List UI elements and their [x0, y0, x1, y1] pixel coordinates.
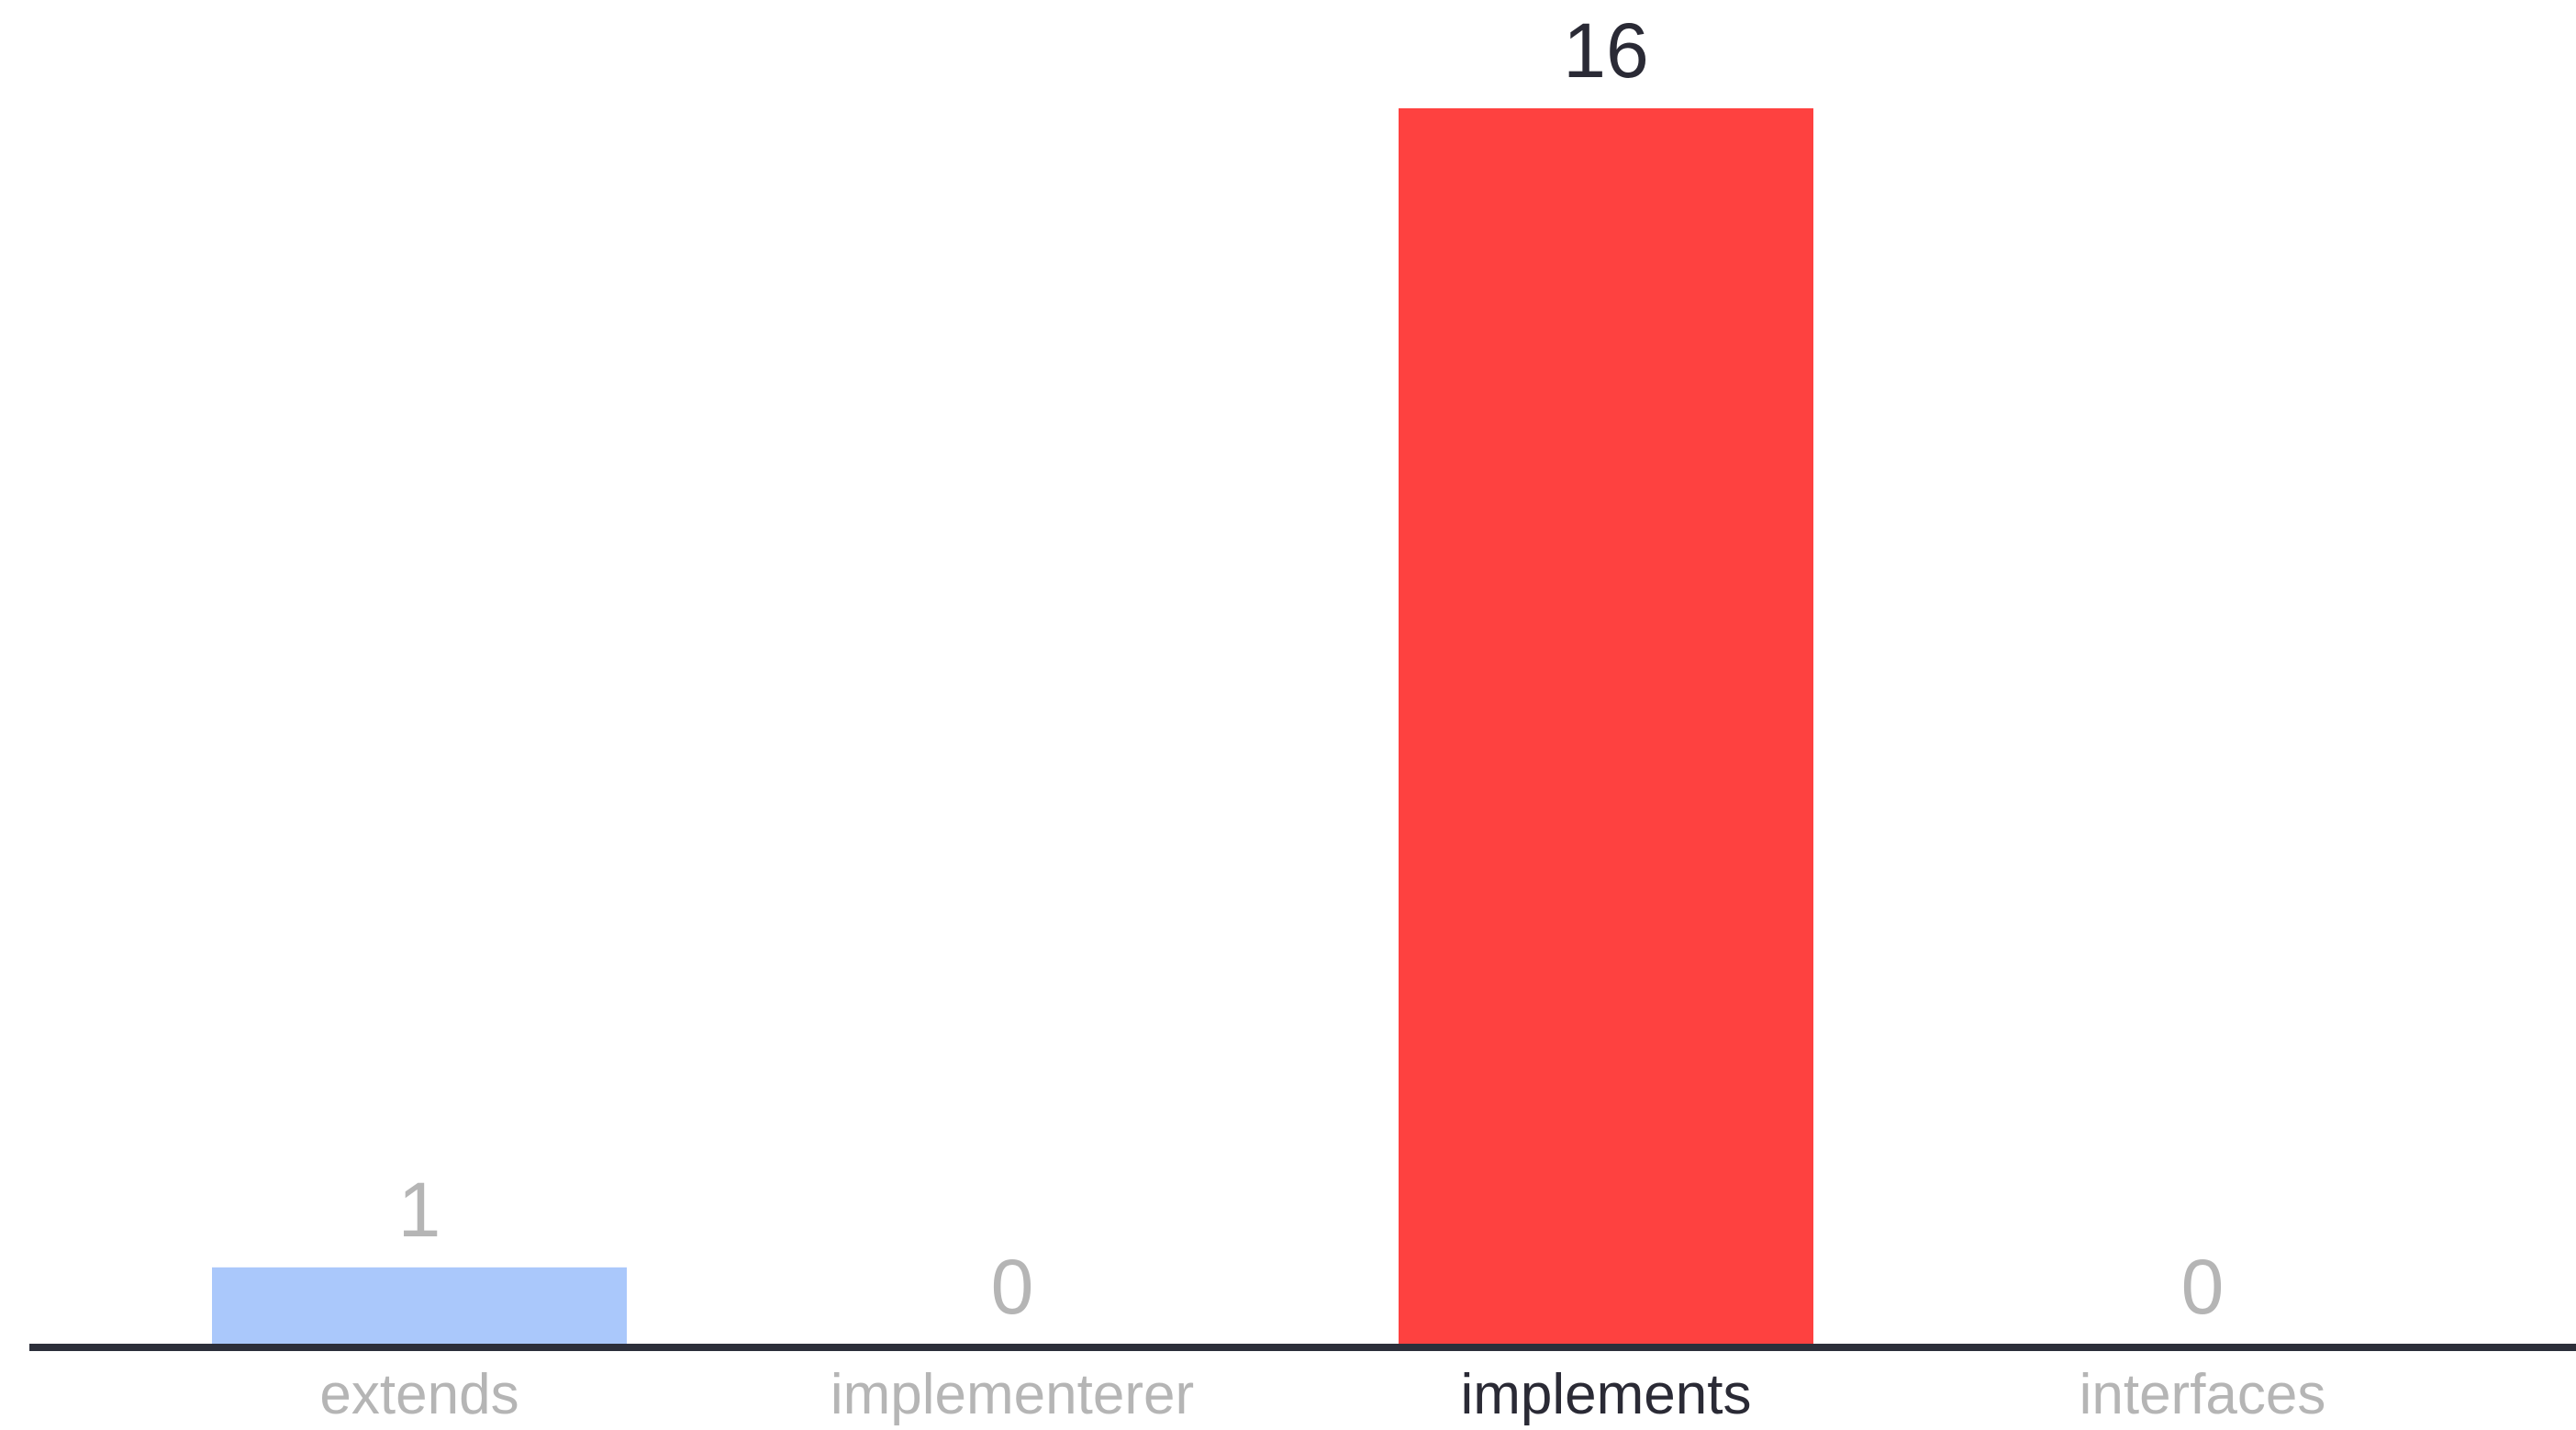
labels-layer: 1 extends 0 implementerer 16 implements 0 inter… [319, 7, 2325, 1426]
tick-label-interfaces: interfaces [2080, 1363, 2326, 1426]
value-label-implements: 16 [1563, 7, 1648, 94]
value-label-interfaces: 0 [2181, 1244, 2225, 1330]
bar-extends [212, 1267, 627, 1345]
tick-label-extends: extends [319, 1363, 519, 1426]
bar-implements [1399, 108, 1813, 1345]
tick-label-implementerer: implementerer [831, 1363, 1194, 1426]
value-label-extends: 1 [398, 1167, 441, 1253]
bars-layer [212, 108, 1813, 1345]
value-label-implementerer: 0 [991, 1244, 1034, 1330]
tick-label-implements: implements [1461, 1363, 1752, 1426]
